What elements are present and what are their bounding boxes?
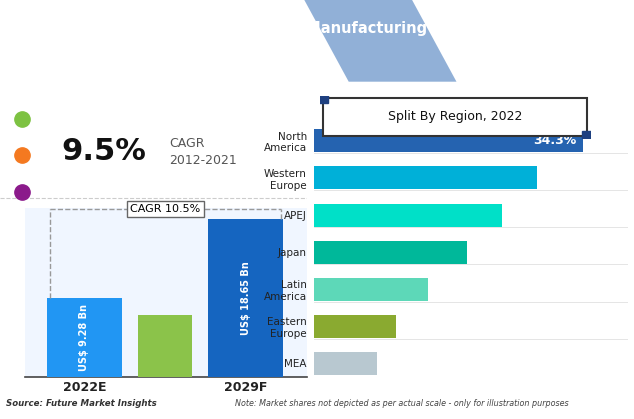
Text: Global Biopharmaceutical Contract Manufacturing: Global Biopharmaceutical Contract Manufa… (13, 21, 427, 36)
Bar (314, 166, 538, 189)
Text: Market Analysis 2022-2029: Market Analysis 2022-2029 (13, 56, 237, 71)
Bar (314, 315, 396, 338)
Bar (314, 352, 377, 375)
Bar (314, 278, 427, 301)
Bar (138, 316, 192, 377)
FancyBboxPatch shape (323, 98, 587, 136)
Polygon shape (304, 0, 456, 82)
Text: US$ 18.65 Bn: US$ 18.65 Bn (241, 261, 250, 335)
Bar (208, 219, 283, 377)
Text: 34.3%: 34.3% (533, 134, 577, 147)
Text: US$ 9.28 Bn: US$ 9.28 Bn (79, 304, 89, 371)
Bar (314, 129, 583, 153)
Text: CAGR 10.5%: CAGR 10.5% (130, 204, 200, 214)
Bar (314, 241, 467, 264)
Text: Note: Market shares not depicted as per actual scale - only for illustration pur: Note: Market shares not depicted as per … (235, 399, 568, 409)
Text: CAGR
2012-2021: CAGR 2012-2021 (169, 137, 237, 167)
Bar (47, 298, 122, 377)
Bar (314, 204, 502, 227)
Text: Source: Future Market Insights: Source: Future Market Insights (6, 399, 157, 409)
Text: Split By Region, 2022: Split By Region, 2022 (388, 110, 522, 123)
Text: 9.5%: 9.5% (61, 137, 146, 166)
